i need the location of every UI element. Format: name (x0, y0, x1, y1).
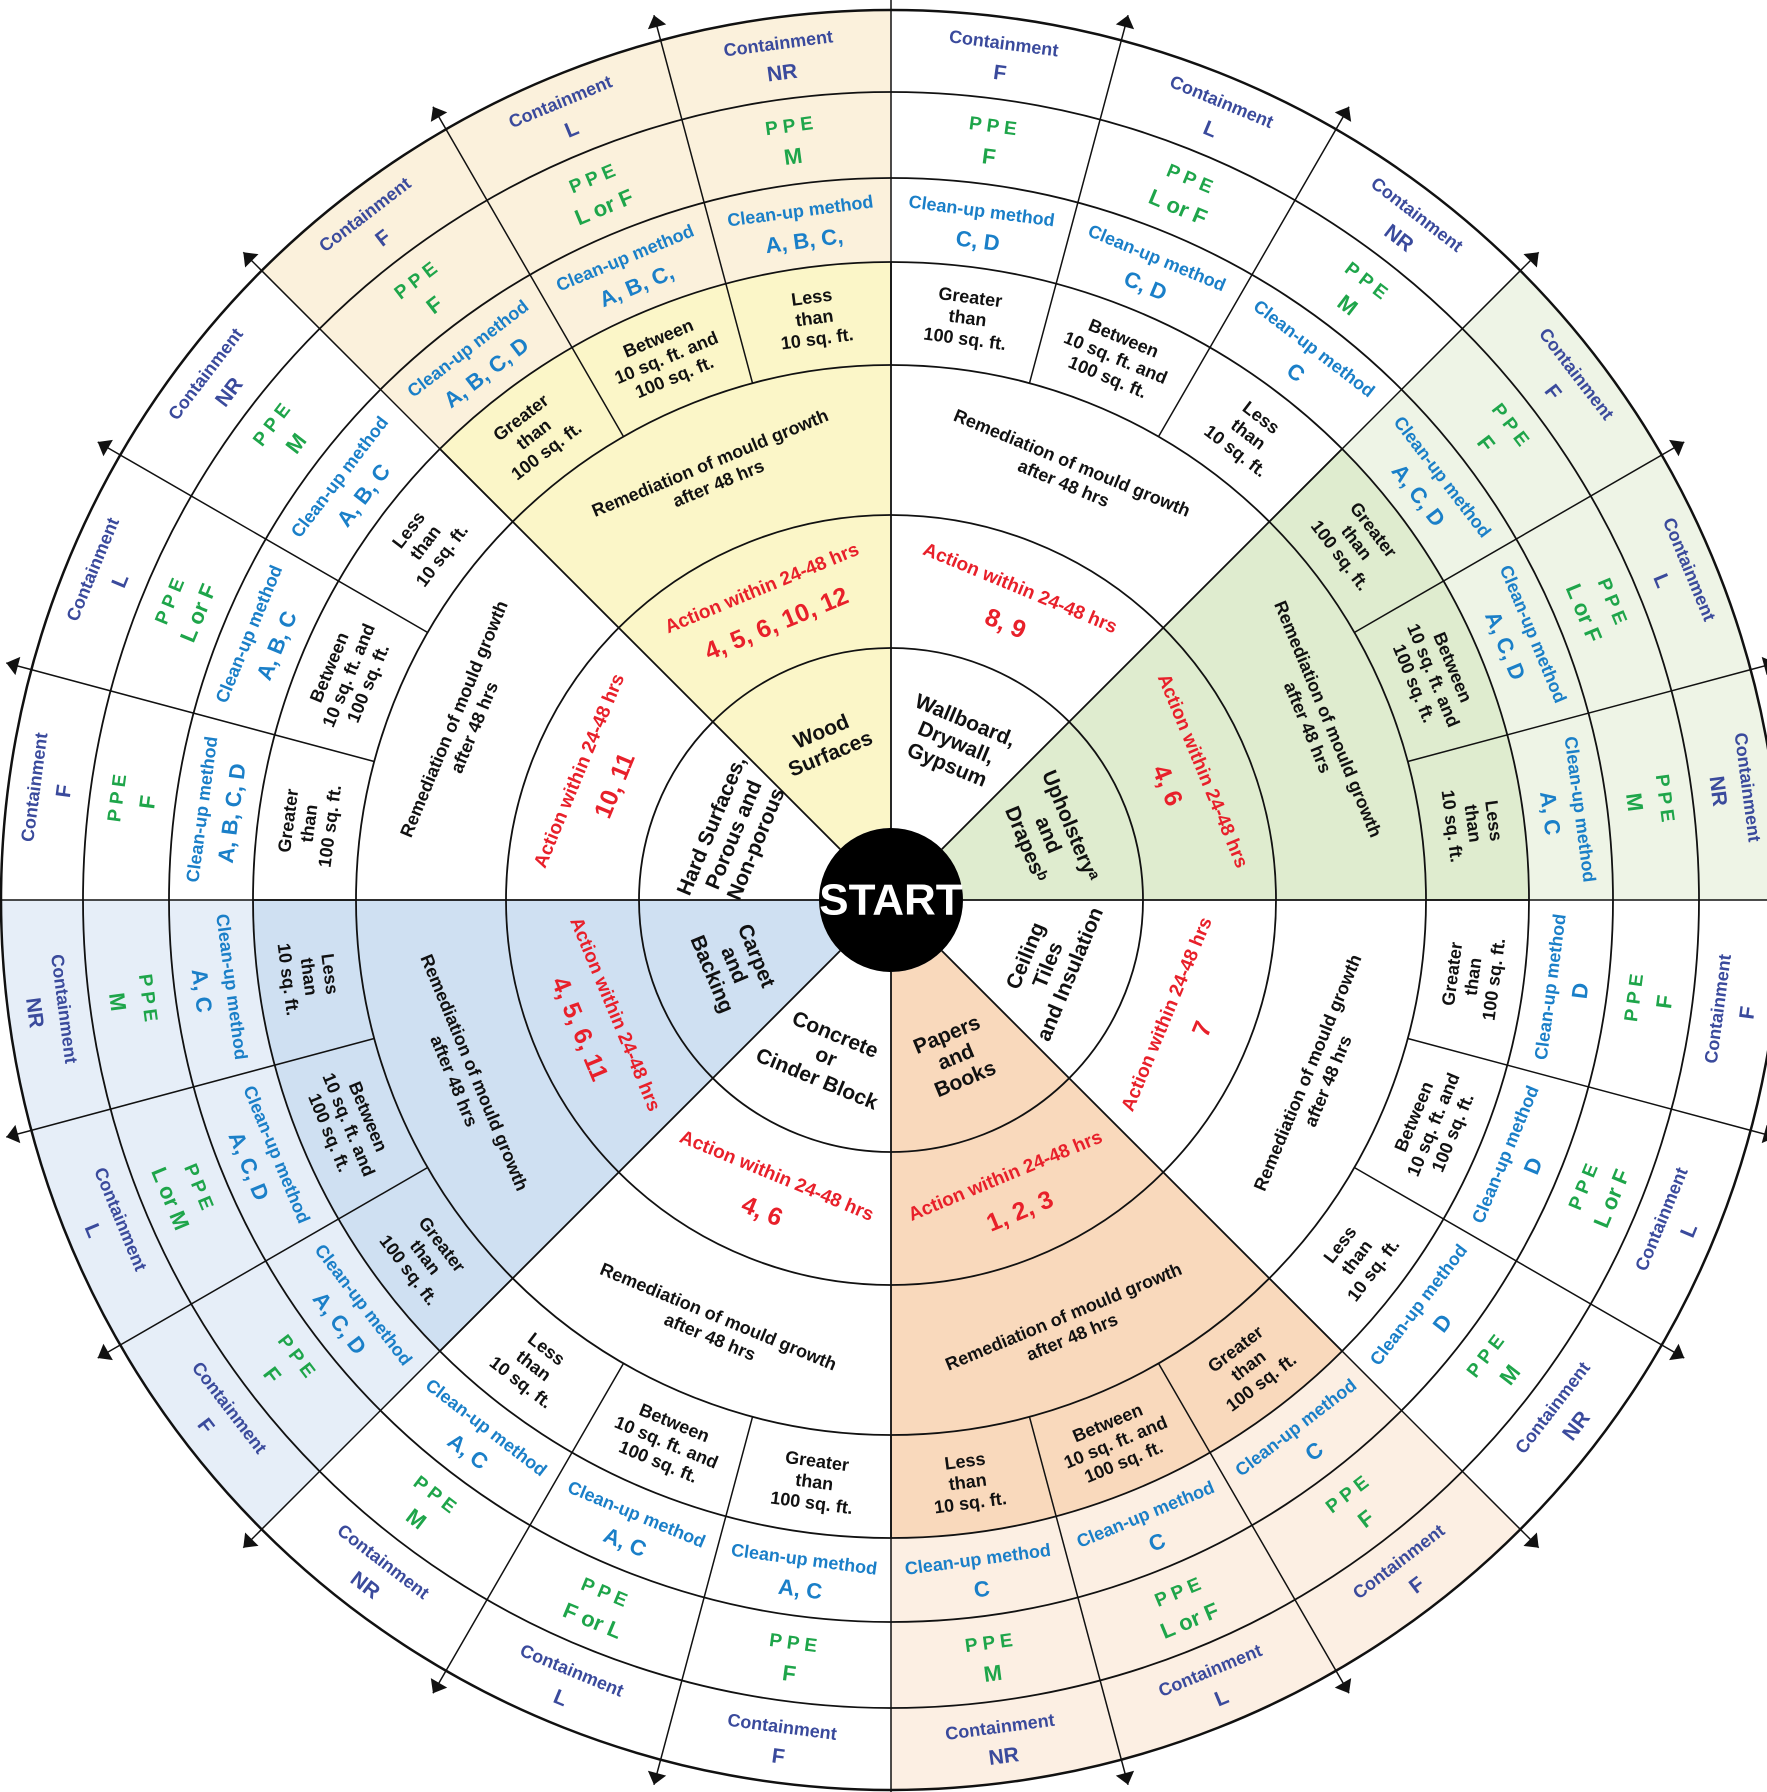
tier-divider (1028, 1416, 1123, 1760)
axis-arrowhead (6, 656, 21, 676)
axis-arrowhead (1761, 1124, 1767, 1144)
tier-divider (261, 270, 514, 523)
start-circle[interactable] (819, 828, 963, 972)
upholstery-tier-2-ppe-value: M (1621, 791, 1648, 812)
axis-arrowhead (430, 1678, 448, 1694)
tier-divider (31, 668, 375, 763)
start-button[interactable]: START (819, 828, 963, 972)
axis-arrowhead (97, 439, 113, 457)
wallboard-tier-0-size-line: than (947, 306, 987, 331)
ceiling-inner-sector (941, 900, 1529, 1352)
papers-outer-sector (891, 1351, 1521, 1790)
upholstery-tier-2-cleanup-value: A, C (1535, 790, 1566, 837)
concrete-tier-0-cleanup-value: A, C (777, 1574, 824, 1605)
hard-inner-sector (253, 448, 841, 900)
wallboard-inner-sector (891, 262, 1343, 850)
axis-line (1750, 1129, 1767, 1136)
upholstery-tier-2-size-line: than (1461, 803, 1486, 843)
tier-divider (1268, 270, 1521, 523)
axis-arrowhead (243, 252, 259, 268)
axis-arrowhead (647, 1770, 667, 1785)
tier-divider (1268, 1277, 1521, 1530)
hard-tier-0-containment-value: F (52, 783, 77, 799)
papers-inner-sector (891, 950, 1343, 1538)
start-label[interactable]: START (819, 876, 963, 925)
ceiling-tier-0-cleanup-value: D (1567, 981, 1594, 1000)
wood-outer-sector (261, 10, 892, 449)
ceiling-tier-0-containment-value: F (1735, 1005, 1760, 1021)
axis-arrowhead (243, 1532, 259, 1548)
wallboard-tier-0-ppe-value: F (981, 143, 998, 170)
axis-arrowhead (430, 106, 448, 122)
upholstery-inner-sector (941, 448, 1529, 900)
papers-tier-2-ppe-value: M (982, 1660, 1003, 1687)
tier-divider (119, 1166, 429, 1346)
wood-tier-2-ppe-value: M (782, 143, 803, 170)
tier-divider (31, 1037, 375, 1132)
hard-outer-sector (1, 270, 440, 901)
carpet-tier-2-ppe-value: M (104, 991, 131, 1012)
tier-divider (1157, 1362, 1337, 1672)
concrete-inner-sector (439, 950, 891, 1538)
concrete-tier-0-containment-value: F (770, 1744, 786, 1769)
axis-arrowhead (1669, 1343, 1685, 1361)
ceiling-outer-sector (1342, 900, 1767, 1530)
wood-tier-2-size-line: than (794, 306, 834, 331)
concrete-outer-sector (261, 1351, 892, 1790)
carpet-tier-2-size-line: than (297, 956, 322, 996)
tier-divider (1407, 668, 1751, 763)
tier-divider (119, 454, 429, 634)
axis-arrowhead (1115, 1770, 1135, 1785)
axis-arrowhead (1115, 15, 1135, 30)
upholstery-outer-sector (1342, 270, 1767, 900)
tier-divider (445, 1362, 625, 1672)
tier-divider (1353, 454, 1663, 634)
tier-divider (1157, 128, 1337, 438)
concrete-tier-0-ppe-value: F (781, 1660, 798, 1687)
axis-arrowhead (647, 15, 667, 30)
carpet-tier-2-containment-value: NR (21, 996, 48, 1029)
tier-divider (1407, 1037, 1751, 1132)
wallboard-outer-sector (891, 10, 1521, 449)
papers-tier-2-size-line: than (947, 1470, 987, 1495)
axis-arrowhead (1334, 1678, 1352, 1694)
axis-arrowhead (1761, 656, 1767, 676)
wood-tier-2-containment-value: NR (766, 60, 799, 87)
upholstery-tier-2-containment-value: NR (1704, 775, 1731, 808)
axis-arrowhead (1334, 106, 1352, 122)
ceiling-tier-0-ppe-value: F (1651, 994, 1678, 1011)
divider-lines (1, 10, 1767, 1790)
carpet-inner-sector (253, 900, 841, 1352)
carpet-outer-sector (1, 900, 440, 1530)
ceiling-tier-0-size-line: than (1461, 956, 1486, 996)
wood-inner-sector (439, 262, 891, 850)
papers-tier-2-containment-value: NR (987, 1743, 1020, 1770)
tier-divider (1028, 40, 1123, 384)
wallboard-tier-0-containment-value: F (992, 61, 1008, 86)
concrete-tier-0-size-line: than (794, 1470, 834, 1495)
tier-divider (659, 1416, 754, 1760)
papers-tier-2-cleanup-value: C (972, 1576, 991, 1603)
tier-divider (261, 1277, 514, 1530)
axis-arrowhead (1523, 1532, 1539, 1548)
axis-arrowhead (1669, 439, 1685, 457)
carpet-tier-2-cleanup-value: A, C (187, 967, 218, 1014)
tier-divider (1353, 1166, 1663, 1346)
hard-tier-0-ppe-value: F (134, 794, 161, 811)
wallboard-tier-0-cleanup-value: C, D (954, 225, 1001, 256)
tier-divider (445, 128, 625, 438)
axis-arrowhead (6, 1124, 21, 1144)
axis-line (1750, 664, 1767, 671)
axis-arrowhead (1523, 252, 1539, 268)
tier-divider (659, 40, 754, 384)
hard-tier-0-size-line: than (297, 803, 322, 843)
sector-backgrounds (1, 10, 1767, 1790)
axis-arrowhead (97, 1343, 113, 1361)
